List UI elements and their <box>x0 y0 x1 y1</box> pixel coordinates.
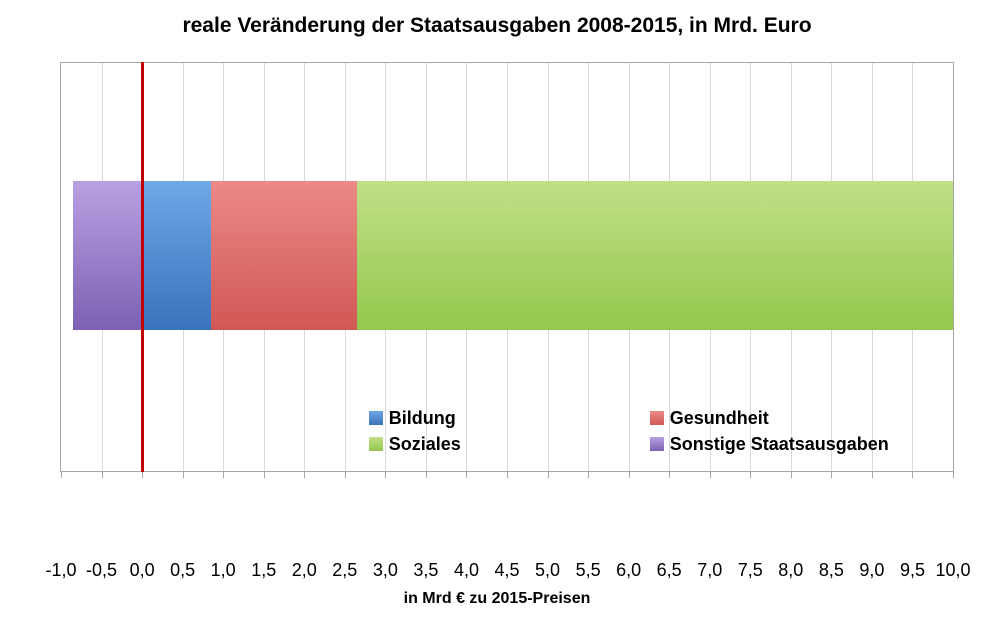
x-tick-mark <box>588 471 589 478</box>
legend-swatch-icon <box>650 437 664 451</box>
x-tick-mark <box>912 471 913 478</box>
x-tick-label: 3,5 <box>406 560 446 581</box>
x-tick-mark <box>507 471 508 478</box>
x-tick-mark <box>629 471 630 478</box>
x-tick-label: 0,5 <box>163 560 203 581</box>
x-tick-label: 9,5 <box>892 560 932 581</box>
chart-container: reale Veränderung der Staatsausgaben 200… <box>0 0 994 620</box>
x-tick-label: 6,5 <box>649 560 689 581</box>
x-tick-mark <box>102 471 103 478</box>
x-tick-label: -1,0 <box>41 560 81 581</box>
legend-item-gesundheit: Gesundheit <box>650 408 769 429</box>
x-tick-mark <box>831 471 832 478</box>
x-tick-label: 4,0 <box>446 560 486 581</box>
x-tick-mark <box>872 471 873 478</box>
x-tick-label: 3,0 <box>365 560 405 581</box>
x-axis-title: in Mrd € zu 2015-Preisen <box>0 590 994 608</box>
legend-label: Bildung <box>389 408 456 428</box>
x-tick-mark <box>953 471 954 478</box>
x-tick-label: 4,5 <box>487 560 527 581</box>
x-tick-label: 10,0 <box>933 560 973 581</box>
zero-line <box>141 62 144 472</box>
x-tick-mark <box>183 471 184 478</box>
chart-plot-area: Bildung Gesundheit Soziales Sonstige Staats… <box>60 62 954 472</box>
x-tick-mark <box>223 471 224 478</box>
x-tick-mark <box>304 471 305 478</box>
x-tick-mark <box>142 471 143 478</box>
x-tick-mark <box>791 471 792 478</box>
x-tick-label: 2,5 <box>325 560 365 581</box>
x-tick-label: 1,0 <box>203 560 243 581</box>
x-tick-mark <box>264 471 265 478</box>
x-tick-mark <box>669 471 670 478</box>
legend-label: Gesundheit <box>670 408 769 428</box>
x-tick-label: 7,5 <box>730 560 770 581</box>
legend-item-sonstige: Sonstige Staatsausgaben <box>650 434 889 455</box>
x-tick-label: 0,0 <box>122 560 162 581</box>
chart-title: reale Veränderung der Staatsausgaben 200… <box>0 14 994 38</box>
bar-segment-sonstige <box>73 181 142 330</box>
bar-segment-bildung <box>142 181 211 330</box>
x-tick-label: 5,5 <box>568 560 608 581</box>
legend-label: Sonstige Staatsausgaben <box>670 434 889 454</box>
x-tick-mark <box>548 471 549 478</box>
x-tick-label: 8,5 <box>811 560 851 581</box>
x-tick-label: 2,0 <box>284 560 324 581</box>
legend-swatch-icon <box>369 437 383 451</box>
x-tick-label: 9,0 <box>852 560 892 581</box>
x-tick-label: 7,0 <box>690 560 730 581</box>
bar-segment-soziales <box>357 181 953 330</box>
x-tick-mark <box>345 471 346 478</box>
x-tick-mark <box>710 471 711 478</box>
x-tick-mark <box>385 471 386 478</box>
legend-item-bildung: Bildung <box>369 408 456 429</box>
x-tick-label: 5,0 <box>528 560 568 581</box>
x-tick-mark <box>426 471 427 478</box>
legend-swatch-icon <box>650 411 664 425</box>
x-tick-label: 8,0 <box>771 560 811 581</box>
legend-swatch-icon <box>369 411 383 425</box>
x-tick-label: -0,5 <box>82 560 122 581</box>
x-tick-label: 6,0 <box>609 560 649 581</box>
bar-segment-gesundheit <box>211 181 357 330</box>
x-tick-mark <box>750 471 751 478</box>
legend-item-soziales: Soziales <box>369 434 461 455</box>
x-tick-mark <box>61 471 62 478</box>
legend-label: Soziales <box>389 434 461 454</box>
x-tick-label: 1,5 <box>244 560 284 581</box>
x-tick-mark <box>466 471 467 478</box>
